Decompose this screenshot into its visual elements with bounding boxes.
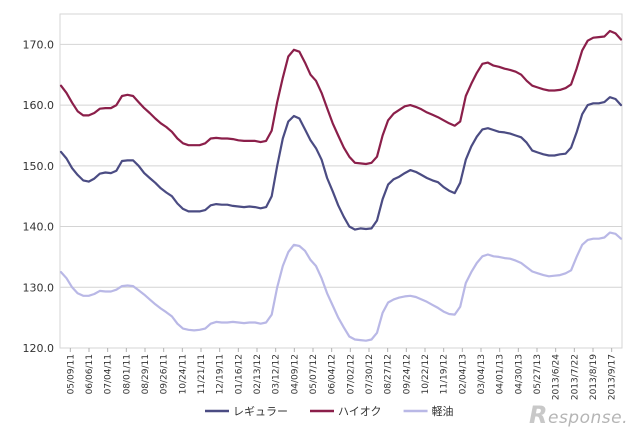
y-tick-label: 150.0	[23, 160, 55, 173]
x-tick-label: 11/19/12	[440, 354, 450, 394]
x-tick-label: 03/12/12	[272, 354, 282, 394]
x-tick-label: 04/01/13	[496, 354, 506, 394]
y-axis: 120.0 130.0 140.0 150.0 160.0 170.0	[23, 38, 55, 355]
series-line	[59, 29, 623, 166]
x-tick-label: 02/04/13	[458, 354, 468, 394]
x-tick-label: 07/30/12	[365, 354, 375, 394]
x-tick-label: 07/04/11	[104, 354, 114, 394]
x-tick-label: 01/16/12	[234, 354, 244, 394]
legend-label: ハイオク	[338, 405, 382, 418]
x-tick-label: 06/04/12	[328, 354, 338, 394]
x-tick-label: 10/22/12	[421, 354, 431, 394]
x-tick-label: 04/09/12	[290, 354, 300, 394]
x-tick-label: 05/27/13	[533, 354, 543, 394]
x-tick-label: 2013/7/22	[570, 354, 580, 400]
x-tick-label: 2013/8/19	[589, 354, 599, 400]
x-tick-label: 08/01/11	[122, 354, 132, 394]
x-tick-label: 03/04/13	[477, 354, 487, 394]
x-tick-label: 05/07/12	[309, 354, 319, 394]
x-tick-label: 11/21/11	[197, 354, 207, 394]
x-axis: 05/09/11 06/06/11 07/04/11 08/01/11 08/29/11…	[66, 348, 618, 400]
grid-lines	[60, 43, 622, 288]
y-tick-label: 130.0	[23, 281, 55, 294]
y-tick-label: 170.0	[23, 38, 55, 51]
x-tick-label: 08/29/11	[141, 354, 151, 394]
x-tick-label: 08/27/12	[384, 354, 394, 394]
x-tick-label: 04/30/13	[514, 354, 524, 394]
x-tick-label: 09/26/11	[160, 354, 170, 394]
x-tick-label: 06/06/11	[85, 354, 95, 394]
series-lines	[59, 29, 623, 342]
x-tick-label: 09/24/12	[402, 354, 412, 394]
legend-label: 軽油	[432, 404, 454, 418]
x-tick-label: 05/09/11	[66, 354, 76, 394]
x-tick-label: 10/24/11	[178, 354, 188, 394]
legend: レギュラー ハイオク 軽油	[205, 404, 454, 418]
x-tick-label: 2013/9/17	[608, 354, 618, 400]
x-tick-label: 02/13/12	[253, 354, 263, 394]
y-tick-label: 160.0	[23, 99, 55, 112]
plot-area	[59, 13, 623, 349]
legend-label: レギュラー	[233, 405, 288, 418]
series-line	[59, 231, 623, 342]
watermark: Response.	[529, 401, 628, 429]
x-tick-label: 12/19/11	[216, 354, 226, 394]
x-tick-label: 2013/6/24	[552, 354, 562, 400]
x-tick-label: 07/02/12	[346, 354, 356, 394]
y-tick-label: 120.0	[23, 342, 55, 355]
y-tick-label: 140.0	[23, 221, 55, 234]
series-line	[59, 96, 623, 231]
